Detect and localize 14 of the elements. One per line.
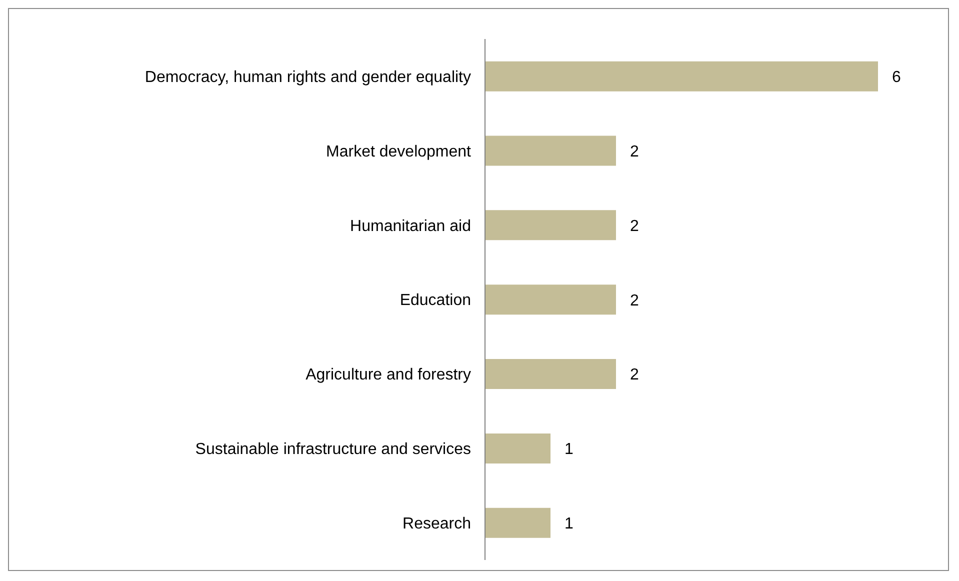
data-label: 1 (564, 441, 574, 458)
y-tick-label: Humanitarian aid (350, 218, 471, 235)
y-tick-label: Research (402, 515, 471, 532)
data-label: 2 (630, 143, 639, 160)
y-tick-label: Sustainable infrastructure and services (195, 441, 471, 458)
data-label: 1 (564, 516, 574, 533)
data-label: 6 (892, 69, 901, 86)
y-tick-label: Market development (326, 143, 472, 160)
data-label: 2 (630, 366, 639, 384)
data-label: 2 (630, 218, 639, 235)
y-tick-label: Agriculture and forestry (306, 366, 471, 384)
data-label: 2 (630, 292, 639, 310)
y-tick-label: Democracy, human rights and gender equality (144, 68, 471, 86)
y-tick-label: Education (400, 292, 471, 310)
